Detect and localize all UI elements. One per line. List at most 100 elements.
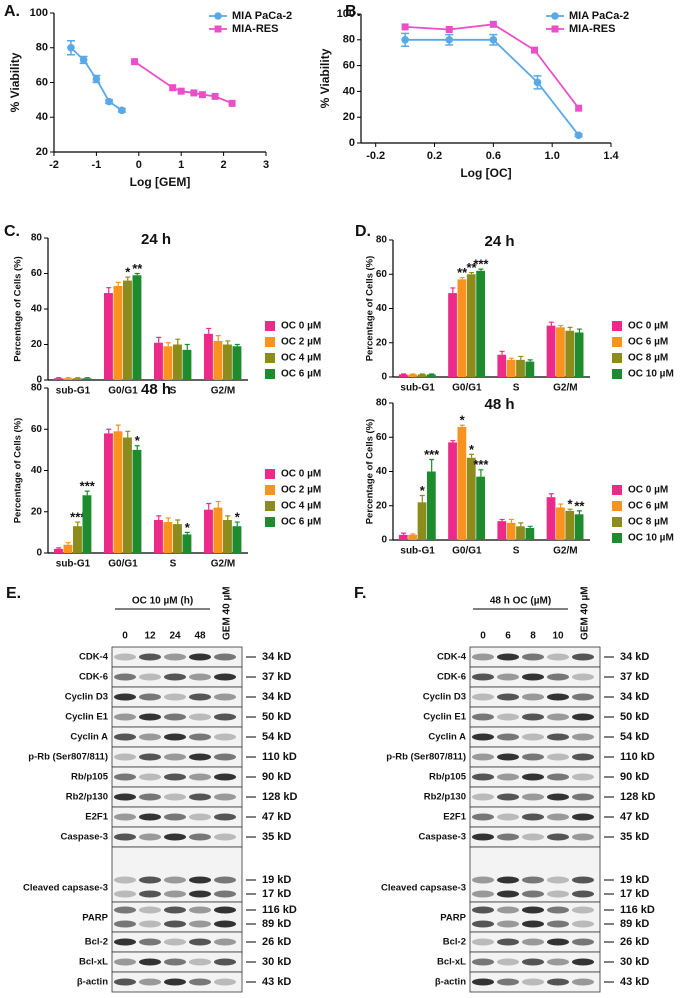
- lane-label: 24: [169, 631, 181, 642]
- x-tick-label: S: [170, 559, 177, 570]
- blot-strip: [111, 901, 243, 933]
- band: [214, 733, 236, 741]
- legend-label: OC 8 µM: [628, 353, 668, 364]
- size-label: 34 kD: [620, 651, 649, 663]
- bar: [173, 344, 182, 380]
- row-label: Rb2/p130: [424, 792, 466, 803]
- band: [497, 938, 519, 946]
- bar: [398, 374, 408, 377]
- band: [572, 906, 594, 914]
- bar: [204, 509, 213, 553]
- x-tick-label: 1.4: [603, 150, 619, 162]
- size-label: 19 kD: [620, 874, 649, 886]
- band: [164, 793, 186, 801]
- band: [497, 920, 519, 928]
- size-label: 35 kD: [620, 831, 649, 843]
- band: [214, 890, 236, 898]
- band: [164, 938, 186, 946]
- bar: [546, 325, 556, 377]
- band: [572, 713, 594, 721]
- band: [114, 713, 136, 721]
- band: [164, 673, 186, 681]
- band: [472, 753, 494, 761]
- size-label: 26 kD: [262, 936, 291, 948]
- size-label: 34 kD: [620, 691, 649, 703]
- error-bar: [527, 359, 533, 362]
- size-label: 116 kD: [620, 904, 655, 916]
- bar: [54, 548, 63, 553]
- band: [572, 673, 594, 681]
- bar: [476, 476, 485, 540]
- x-tick-label: -2: [49, 159, 59, 171]
- significance: ***: [70, 510, 86, 525]
- band: [189, 713, 211, 721]
- row-label: Bcl-xL: [437, 957, 466, 968]
- bar: [63, 378, 73, 380]
- band: [472, 673, 494, 681]
- band: [572, 693, 594, 701]
- panel-label: C.: [4, 223, 20, 240]
- band: [472, 958, 494, 966]
- bar: [556, 507, 565, 540]
- band: [472, 733, 494, 741]
- band: [472, 920, 494, 928]
- legend-marker: [214, 12, 222, 20]
- significance: ***: [424, 447, 440, 462]
- bar: [417, 374, 427, 377]
- marker: [445, 25, 453, 33]
- bar: [113, 285, 123, 380]
- y-tick-label: 20: [31, 506, 43, 517]
- bar: [182, 534, 192, 553]
- error-bar: [215, 335, 221, 341]
- band: [572, 773, 594, 781]
- bar: [213, 507, 223, 553]
- lane-label: 0: [122, 631, 128, 642]
- band: [189, 653, 211, 661]
- x-tick-label: G2/M: [553, 383, 577, 394]
- legend-label: OC 6 µM: [628, 337, 668, 348]
- row-label: Cyclin D3: [65, 692, 108, 703]
- band: [189, 890, 211, 898]
- x-tick-label: 3: [263, 159, 269, 171]
- x-tick-label: 1: [178, 159, 184, 171]
- legend-label: OC 4 µM: [281, 501, 321, 512]
- marker: [131, 58, 139, 66]
- band: [472, 938, 494, 946]
- band: [497, 958, 519, 966]
- y-tick-label: 80: [36, 42, 48, 54]
- band: [522, 920, 544, 928]
- legend-marker: [551, 25, 559, 33]
- bar: [506, 359, 516, 377]
- error-bar: [576, 328, 582, 333]
- x-tick-label: sub-G1: [400, 383, 435, 394]
- error-bar: [518, 522, 524, 527]
- row-label: Cyclin E1: [65, 712, 108, 723]
- bar: [204, 333, 213, 380]
- size-label: 90 kD: [620, 771, 649, 783]
- band: [547, 753, 569, 761]
- marker: [228, 99, 236, 107]
- error-bar: [56, 377, 62, 379]
- band: [547, 693, 569, 701]
- y-axis-label: Percentage of Cells (%): [13, 256, 24, 362]
- size-label: 34 kD: [262, 651, 291, 663]
- x-tick-label: G0/G1: [108, 559, 138, 570]
- y-tick-label: 60: [343, 60, 355, 72]
- significance: **: [132, 261, 143, 276]
- legend-label: OC 6 µM: [281, 517, 321, 528]
- band: [114, 920, 136, 928]
- marker: [169, 84, 177, 92]
- band: [547, 793, 569, 801]
- error-bar: [567, 508, 573, 511]
- size-label: 90 kD: [262, 771, 291, 783]
- band: [214, 653, 236, 661]
- lane-label: 8: [530, 631, 536, 642]
- band: [497, 813, 519, 821]
- size-label: 128 kD: [620, 791, 656, 803]
- band: [164, 876, 186, 884]
- x-axis-label: Log [OC]: [460, 166, 511, 180]
- error-bar: [567, 326, 573, 331]
- size-label: 30 kD: [620, 956, 649, 968]
- y-tick-label: 40: [31, 304, 43, 315]
- band: [189, 906, 211, 914]
